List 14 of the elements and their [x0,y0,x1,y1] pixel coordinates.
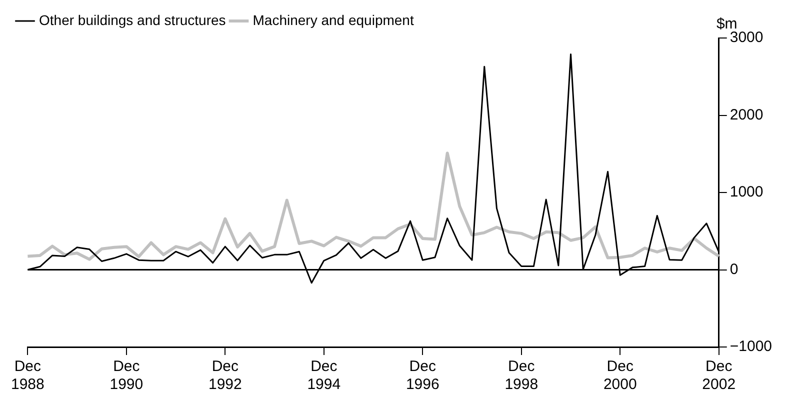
y-tick-label: 0 [730,260,738,278]
x-tick-label: Dec 1996 [406,358,440,394]
x-tick-label: Dec 1998 [504,358,538,394]
x-tick-label: Dec 1990 [110,358,144,394]
x-tick-label: Dec 1994 [307,358,341,394]
legend-label: Machinery and equipment [252,12,414,28]
x-tick-label: Dec 1992 [208,358,242,394]
y-tick-label: −1000 [730,338,772,356]
x-tick-label: Dec 2002 [702,358,736,394]
x-tick-label: Dec 1988 [10,358,44,394]
x-tick-label: Dec 2000 [603,358,637,394]
y-tick-label: 2000 [730,106,764,124]
y-tick-label: 1000 [730,184,764,201]
legend-label: Other buildings and structures [39,12,226,28]
